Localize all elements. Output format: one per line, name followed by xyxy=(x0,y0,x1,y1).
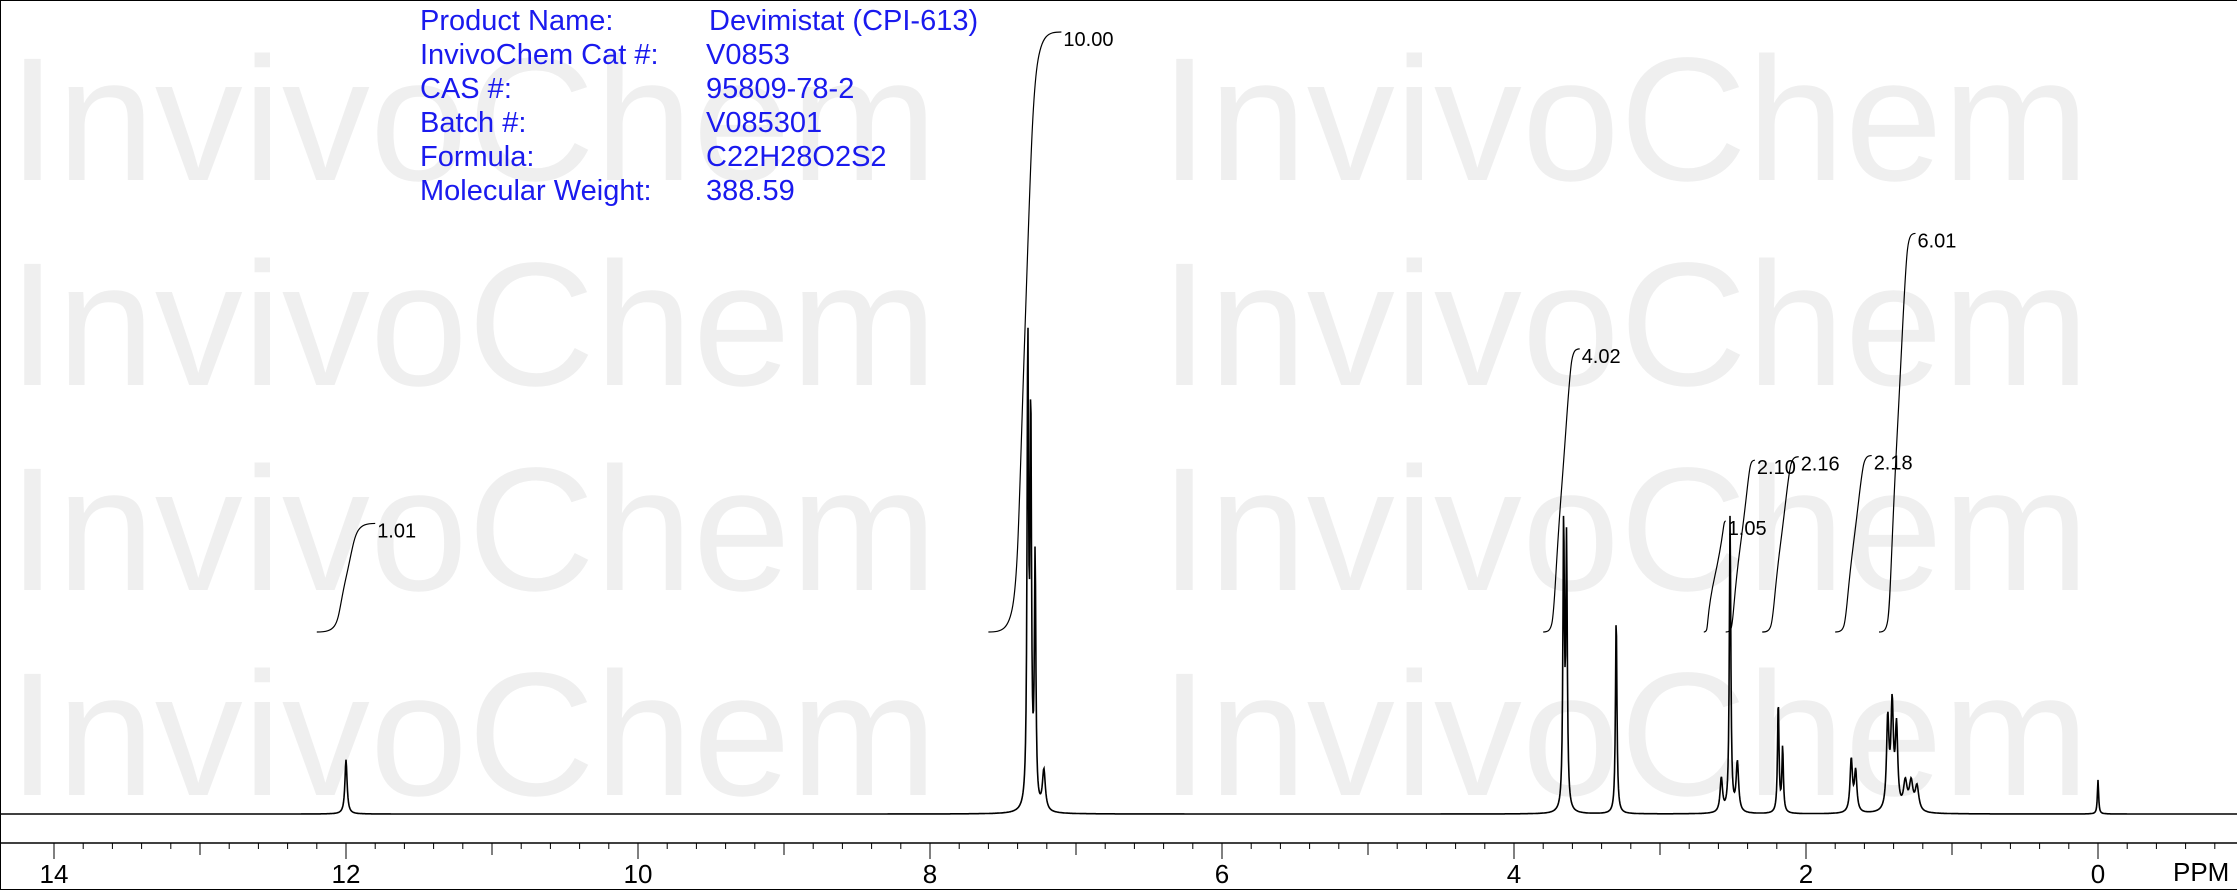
info-label: Molecular Weight: xyxy=(420,175,652,207)
x-tick-label: 2 xyxy=(1799,859,1813,889)
integral-curve xyxy=(316,522,376,633)
info-value: C22H28O2S2 xyxy=(706,141,887,173)
watermark-text: InvivoChem xyxy=(8,432,937,628)
x-axis-label: PPM xyxy=(2173,857,2229,887)
info-value: 388.59 xyxy=(706,175,795,207)
integral-curve xyxy=(1878,232,1916,633)
watermark-text: InvivoChem xyxy=(1160,227,2089,423)
integral-curve xyxy=(988,31,1062,633)
product-info-block: Product Name: Devimistat (CPI-613) InvivoC… xyxy=(420,5,978,207)
info-label: Batch #: xyxy=(420,107,526,139)
watermark-text: InvivoChem xyxy=(8,637,937,833)
integral-label: 10.00 xyxy=(1063,29,1113,51)
x-tick-label: 4 xyxy=(1507,859,1521,889)
spectrum-trace xyxy=(0,327,2237,815)
x-tick-label: 10 xyxy=(624,859,653,889)
x-tick-label: 6 xyxy=(1215,859,1229,889)
x-tick-label: 0 xyxy=(2091,859,2105,889)
info-label: InvivoChem Cat #: xyxy=(420,39,659,71)
integral-curve xyxy=(1703,520,1726,633)
info-value: V085301 xyxy=(706,107,822,139)
info-label: CAS #: xyxy=(420,73,512,105)
integral-label: 2.10 xyxy=(1757,457,1796,479)
integral-label: 2.18 xyxy=(1874,453,1913,475)
watermark-layer: InvivoChem InvivoChem InvivoChem InvivoC… xyxy=(8,22,2089,833)
info-value: 95809-78-2 xyxy=(706,73,854,105)
info-label: Formula: xyxy=(420,141,534,173)
x-axis: 14 12 10 8 6 4 2 0 xyxy=(0,842,2237,889)
watermark-text: InvivoChem xyxy=(1160,22,2089,218)
watermark-text: InvivoChem xyxy=(8,22,937,218)
integral-label: 2.16 xyxy=(1801,454,1840,476)
info-label: Product Name: xyxy=(420,5,613,37)
info-value: Devimistat (CPI-613) xyxy=(709,5,978,37)
integral-label: 4.02 xyxy=(1582,346,1621,368)
info-value: V0853 xyxy=(706,39,790,71)
watermark-text: InvivoChem xyxy=(8,227,937,423)
watermark-text: InvivoChem xyxy=(1160,637,2089,833)
x-tick-label: 12 xyxy=(332,859,361,889)
integral-curve xyxy=(1835,454,1872,633)
x-tick-label: 14 xyxy=(40,859,69,889)
integral-curve xyxy=(1543,348,1580,633)
watermark-text: InvivoChem xyxy=(1160,432,2089,628)
integral-curve xyxy=(1762,456,1799,633)
integral-label: 1.01 xyxy=(377,520,416,542)
integral-curves: 1.01 10.00 4.02 1.05 2.10 2.16 2.18 6.01 xyxy=(316,29,1957,633)
integral-label: 1.05 xyxy=(1728,518,1767,540)
integral-label: 6.01 xyxy=(1918,230,1957,252)
x-tick-label: 8 xyxy=(923,859,937,889)
